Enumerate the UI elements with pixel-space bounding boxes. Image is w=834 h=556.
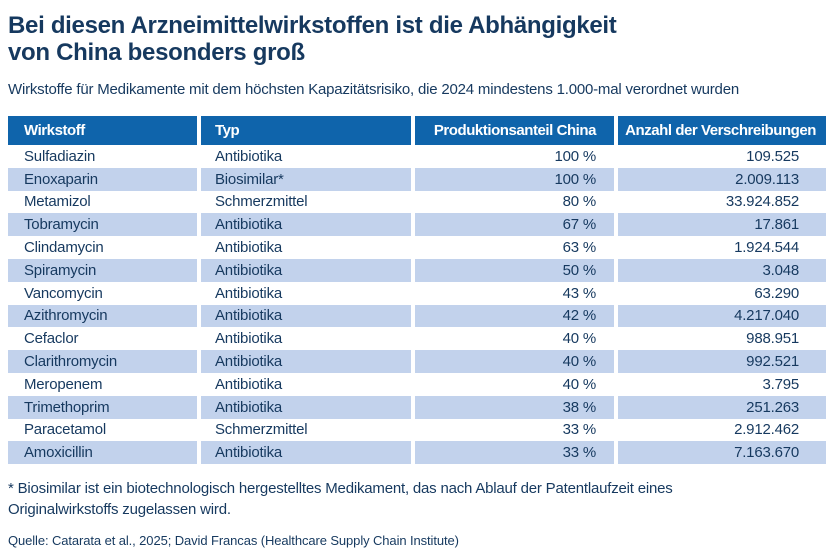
cell-typ: Antibiotika — [201, 395, 411, 419]
table-body: Sulfadiazin Antibiotika 100 % 109.525 Enoxap… — [8, 145, 826, 465]
column-header-produktionsanteil-china: Produktionsanteil China — [415, 116, 614, 145]
cell-wirkstoff: Cefaclor — [24, 330, 79, 348]
table-row: Meropenem Antibiotika 40 % 3.795 — [8, 372, 826, 396]
cell-typ: Biosimilar* — [201, 167, 411, 191]
cell-produktionsanteil-china: 33 % — [415, 441, 614, 465]
cell-anzahl-der-verschreibungen: 3.048 — [618, 258, 826, 282]
table-row: Amoxicillin Antibiotika 33 % 7.163.670 — [8, 441, 826, 465]
cell-wirkstoff: Trimethoprim — [8, 395, 197, 419]
cell-typ: Antibiotika — [215, 284, 283, 302]
cell-typ: Antibiotika — [201, 441, 411, 465]
cell-anzahl-der-verschreibungen: 988.951 — [746, 330, 799, 348]
cell-typ: Schmerzmittel — [215, 193, 308, 211]
cell-produktionsanteil-china: 40 % — [562, 330, 597, 348]
cell-typ: Antibiotika — [201, 213, 411, 237]
cell-typ: Antibiotika — [201, 258, 411, 282]
cell-produktionsanteil-china: 63 % — [562, 239, 597, 257]
source-line: Quelle: Catarata et al., 2025; David Fra… — [8, 533, 459, 549]
table-row: Trimethoprim Antibiotika 38 % 251.263 — [8, 395, 826, 419]
cell-anzahl-der-verschreibungen: 2.009.113 — [618, 167, 826, 191]
footnote-line2: Originalwirkstoffs zugelassen wird. — [8, 501, 231, 519]
table-row: Enoxaparin Biosimilar* 100 % 2.009.113 — [8, 167, 826, 191]
table-row: Clarithromycin Antibiotika 40 % 992.521 — [8, 350, 826, 373]
cell-wirkstoff: Enoxaparin — [8, 167, 197, 191]
table-row: Clindamycin Antibiotika 63 % 1.924.544 — [8, 236, 826, 259]
cell-typ: Antibiotika — [215, 330, 283, 348]
table-row: Sulfadiazin Antibiotika 100 % 109.525 — [8, 145, 826, 168]
cell-produktionsanteil-china: 67 % — [415, 213, 614, 237]
cell-wirkstoff: Vancomycin — [24, 284, 103, 302]
cell-wirkstoff: Paracetamol — [24, 421, 107, 439]
cell-wirkstoff: Tobramycin — [8, 213, 197, 237]
cell-typ: Antibiotika — [215, 239, 283, 257]
table-row: Tobramycin Antibiotika 67 % 17.861 — [8, 213, 826, 237]
cell-typ: Antibiotika — [201, 350, 411, 373]
cell-wirkstoff: Metamizol — [24, 193, 91, 211]
footnote: * Biosimilar ist ein biotechnologisch he… — [8, 478, 826, 520]
cell-anzahl-der-verschreibungen: 109.525 — [746, 147, 799, 165]
cell-wirkstoff: Azithromycin — [8, 304, 197, 328]
cell-anzahl-der-verschreibungen: 63.290 — [754, 284, 799, 302]
table-header-row: Wirkstoff Typ Produktionsanteil China An… — [8, 116, 826, 145]
page-title-line2: von China besonders groß — [8, 39, 305, 66]
cell-produktionsanteil-china: 50 % — [415, 258, 614, 282]
page-title: Bei diesen Arzneimittelwirkstoffen ist d… — [8, 12, 826, 66]
cell-anzahl-der-verschreibungen: 17.861 — [618, 213, 826, 237]
table-row: Cefaclor Antibiotika 40 % 988.951 — [8, 327, 826, 351]
cell-produktionsanteil-china: 80 % — [562, 193, 597, 211]
cell-produktionsanteil-china: 40 % — [415, 350, 614, 373]
cell-typ: Antibiotika — [201, 304, 411, 328]
cell-produktionsanteil-china: 100 % — [415, 167, 614, 191]
cell-typ: Antibiotika — [215, 375, 283, 393]
cell-wirkstoff: Meropenem — [24, 375, 103, 393]
table-row: Paracetamol Schmerzmittel 33 % 2.912.462 — [8, 418, 826, 442]
cell-wirkstoff: Clindamycin — [24, 239, 104, 257]
column-header-anzahl-der-verschreibungen: Anzahl der Verschreibungen — [618, 116, 826, 145]
data-table: Wirkstoff Typ Produktionsanteil China An… — [8, 116, 826, 465]
table-row: Metamizol Schmerzmittel 80 % 33.924.852 — [8, 190, 826, 214]
cell-produktionsanteil-china: 100 % — [554, 147, 596, 165]
cell-wirkstoff: Clarithromycin — [8, 350, 197, 373]
footnote-line1: * Biosimilar ist ein biotechnologisch he… — [8, 480, 673, 498]
cell-wirkstoff: Amoxicillin — [8, 441, 197, 465]
subtitle: Wirkstoffe für Medikamente mit dem höchs… — [8, 81, 739, 98]
cell-anzahl-der-verschreibungen: 4.217.040 — [618, 304, 826, 328]
cell-anzahl-der-verschreibungen: 7.163.670 — [618, 441, 826, 465]
column-header-typ: Typ — [201, 116, 411, 145]
cell-anzahl-der-verschreibungen: 251.263 — [618, 395, 826, 419]
cell-produktionsanteil-china: 40 % — [562, 375, 597, 393]
cell-produktionsanteil-china: 33 % — [562, 421, 597, 439]
cell-anzahl-der-verschreibungen: 992.521 — [618, 350, 826, 373]
column-header-wirkstoff: Wirkstoff — [8, 116, 197, 145]
cell-anzahl-der-verschreibungen: 2.912.462 — [734, 421, 799, 439]
cell-produktionsanteil-china: 43 % — [562, 284, 597, 302]
cell-anzahl-der-verschreibungen: 33.924.852 — [725, 193, 799, 211]
cell-produktionsanteil-china: 38 % — [415, 395, 614, 419]
table-row: Vancomycin Antibiotika 43 % 63.290 — [8, 281, 826, 305]
cell-wirkstoff: Spiramycin — [8, 258, 197, 282]
table-row: Azithromycin Antibiotika 42 % 4.217.040 — [8, 304, 826, 328]
cell-anzahl-der-verschreibungen: 1.924.544 — [734, 239, 799, 257]
table-row: Spiramycin Antibiotika 50 % 3.048 — [8, 258, 826, 282]
cell-produktionsanteil-china: 42 % — [415, 304, 614, 328]
cell-typ: Antibiotika — [215, 147, 283, 165]
cell-anzahl-der-verschreibungen: 3.795 — [762, 375, 799, 393]
cell-wirkstoff: Sulfadiazin — [24, 147, 96, 165]
page-title-line1: Bei diesen Arzneimittelwirkstoffen ist d… — [8, 12, 617, 39]
cell-typ: Schmerzmittel — [215, 421, 308, 439]
